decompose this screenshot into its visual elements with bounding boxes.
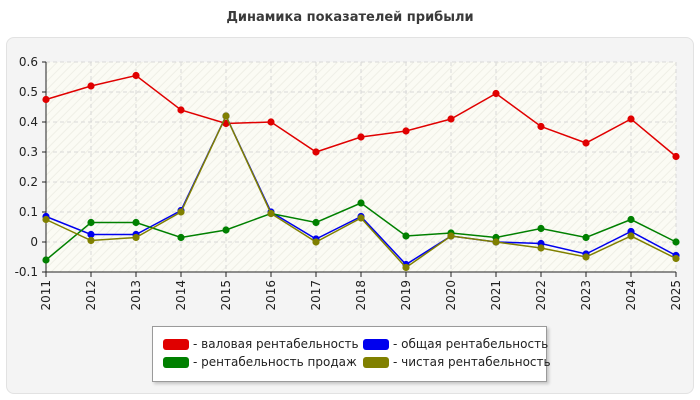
data-point-net <box>177 208 185 216</box>
data-point-gross <box>312 148 320 156</box>
ytick-label: 0 <box>30 235 38 249</box>
ytick-label: 0.6 <box>19 55 38 69</box>
data-point-net <box>537 244 545 252</box>
xtick-label: 2014 <box>174 280 188 311</box>
data-point-gross <box>402 127 410 135</box>
data-point-sales <box>672 238 680 246</box>
xtick-label: 2017 <box>309 280 323 311</box>
data-point-net <box>312 238 320 246</box>
xtick-label: 2024 <box>624 280 638 311</box>
data-point-gross <box>87 82 95 90</box>
data-point-net <box>222 112 230 120</box>
xtick-label: 2025 <box>669 280 683 311</box>
data-point-sales <box>582 233 590 242</box>
xtick-label: 2012 <box>84 280 98 311</box>
ytick-label: 0.1 <box>19 205 38 219</box>
data-point-net <box>447 232 455 240</box>
data-point-net <box>627 232 635 240</box>
data-point-sales <box>357 199 365 207</box>
legend-swatch-sales <box>163 357 189 368</box>
ytick-label: -0.1 <box>15 265 38 279</box>
data-point-net <box>492 238 500 246</box>
data-point-net <box>672 254 680 263</box>
data-point-gross <box>42 95 50 104</box>
chart-legend: - валовая рентабельность - общая рентабе… <box>152 326 551 382</box>
data-point-net <box>42 215 50 224</box>
data-point-gross <box>537 122 545 131</box>
data-point-sales <box>42 256 50 264</box>
xtick-label: 2023 <box>579 280 593 311</box>
legend-label-sales: - рентабельность продаж <box>193 355 357 369</box>
data-point-gross <box>447 115 455 123</box>
legend-swatch-gross <box>163 339 189 350</box>
xtick-label: 2013 <box>129 280 143 311</box>
data-point-gross <box>492 89 500 98</box>
data-point-sales <box>312 218 320 227</box>
data-point-gross <box>627 115 635 123</box>
ytick-label: 0.3 <box>19 145 38 159</box>
data-point-net <box>87 236 95 245</box>
data-point-gross <box>672 152 680 161</box>
data-point-gross <box>582 139 590 147</box>
data-point-net <box>402 263 410 272</box>
data-point-sales <box>87 218 95 227</box>
legend-label-net: - чистая рентабельность <box>393 355 551 369</box>
data-point-net <box>357 214 365 222</box>
ytick-label: 0.2 <box>19 175 38 189</box>
data-point-gross <box>132 71 140 80</box>
data-point-total <box>87 230 95 239</box>
xtick-label: 2015 <box>219 280 233 311</box>
data-point-net <box>132 233 140 242</box>
xtick-label: 2020 <box>444 280 458 311</box>
data-point-sales <box>222 226 230 234</box>
xtick-label: 2022 <box>534 280 548 311</box>
data-point-net <box>582 253 590 261</box>
ytick-label: 0.4 <box>19 115 38 129</box>
legend-label-gross: - валовая рентабельность <box>193 337 359 351</box>
data-point-gross <box>267 118 275 126</box>
legend-swatch-net <box>363 357 389 368</box>
data-point-gross <box>357 133 365 141</box>
xtick-label: 2019 <box>399 280 413 311</box>
ytick-label: 0.5 <box>19 85 38 99</box>
data-point-sales <box>132 218 140 227</box>
data-point-sales <box>627 215 635 224</box>
data-point-sales <box>537 224 545 233</box>
data-point-gross <box>222 119 230 128</box>
legend-label-total: - общая рентабельность <box>393 337 549 351</box>
xtick-label: 2021 <box>489 280 503 311</box>
legend-swatch-total <box>363 339 389 350</box>
data-point-sales <box>402 232 410 240</box>
data-point-sales <box>177 233 185 242</box>
xtick-label: 2018 <box>354 280 368 311</box>
chart-title: Динамика показателей прибыли <box>226 10 474 25</box>
data-point-net <box>267 209 275 218</box>
xtick-label: 2011 <box>39 280 53 311</box>
xtick-label: 2016 <box>264 280 278 311</box>
data-point-gross <box>177 106 185 114</box>
